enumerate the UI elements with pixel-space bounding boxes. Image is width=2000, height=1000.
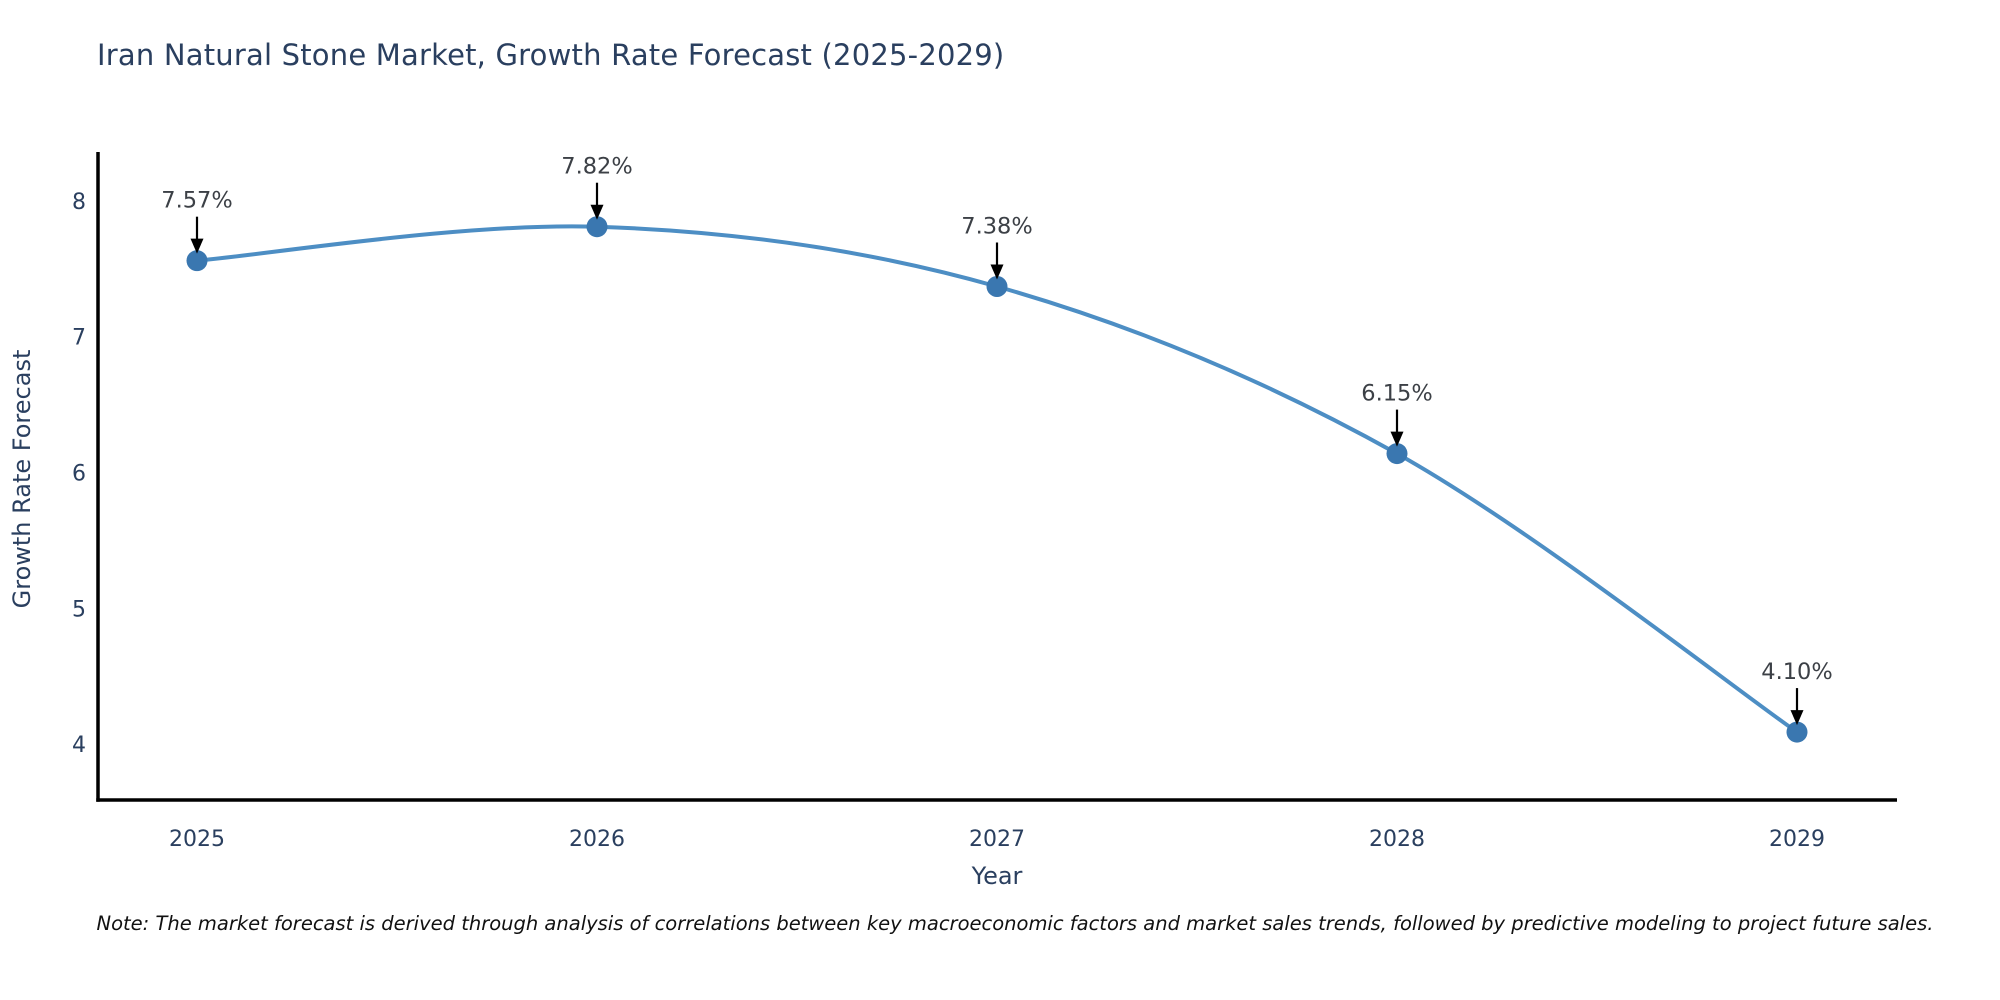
tick-layer: 8 7 6 5 4 2025 2026 2027 2028 2029 xyxy=(72,190,1825,852)
data-point-marker xyxy=(986,275,1008,297)
y-tick-label: 5 xyxy=(72,597,86,622)
annotation-arrow-head xyxy=(990,264,1004,280)
data-point-marker xyxy=(1386,443,1408,465)
data-point-label: 7.38% xyxy=(961,213,1032,239)
x-tick-label: 2026 xyxy=(569,827,625,852)
chart-title: Iran Natural Stone Market, Growth Rate F… xyxy=(97,38,1005,72)
y-tick-label: 7 xyxy=(72,326,86,351)
annotation-arrow-head xyxy=(1390,431,1404,447)
y-tick-label: 8 xyxy=(72,190,86,215)
x-tick-label: 2028 xyxy=(1369,827,1425,852)
data-point-label: 7.57% xyxy=(161,188,232,214)
x-axis-title: Year xyxy=(971,862,1023,890)
data-point-label: 6.15% xyxy=(1361,381,1432,407)
x-tick-label: 2025 xyxy=(169,827,225,852)
data-point-marker xyxy=(186,250,208,272)
x-tick-label: 2029 xyxy=(1769,827,1825,852)
annotation-arrow-head xyxy=(190,238,204,254)
trend-line xyxy=(195,224,1799,735)
data-point-marker xyxy=(1786,721,1808,743)
y-axis-title: Growth Rate Forecast xyxy=(8,350,36,609)
x-tick-label: 2027 xyxy=(969,827,1025,852)
data-point-marker xyxy=(586,216,608,238)
data-point-label: 7.82% xyxy=(561,154,632,180)
annotation-arrow-head xyxy=(1790,710,1804,726)
chart-footnote: Note: The market forecast is derived thr… xyxy=(96,912,1934,935)
data-point-label: 4.10% xyxy=(1761,659,1832,685)
annotation-layer: 7.57% 7.82% 7.38% 6.15% 4.10% xyxy=(161,154,1833,726)
y-tick-label: 6 xyxy=(72,461,86,486)
y-tick-label: 4 xyxy=(72,733,86,758)
series-layer xyxy=(186,216,1808,743)
annotation-arrow-head xyxy=(590,204,604,220)
